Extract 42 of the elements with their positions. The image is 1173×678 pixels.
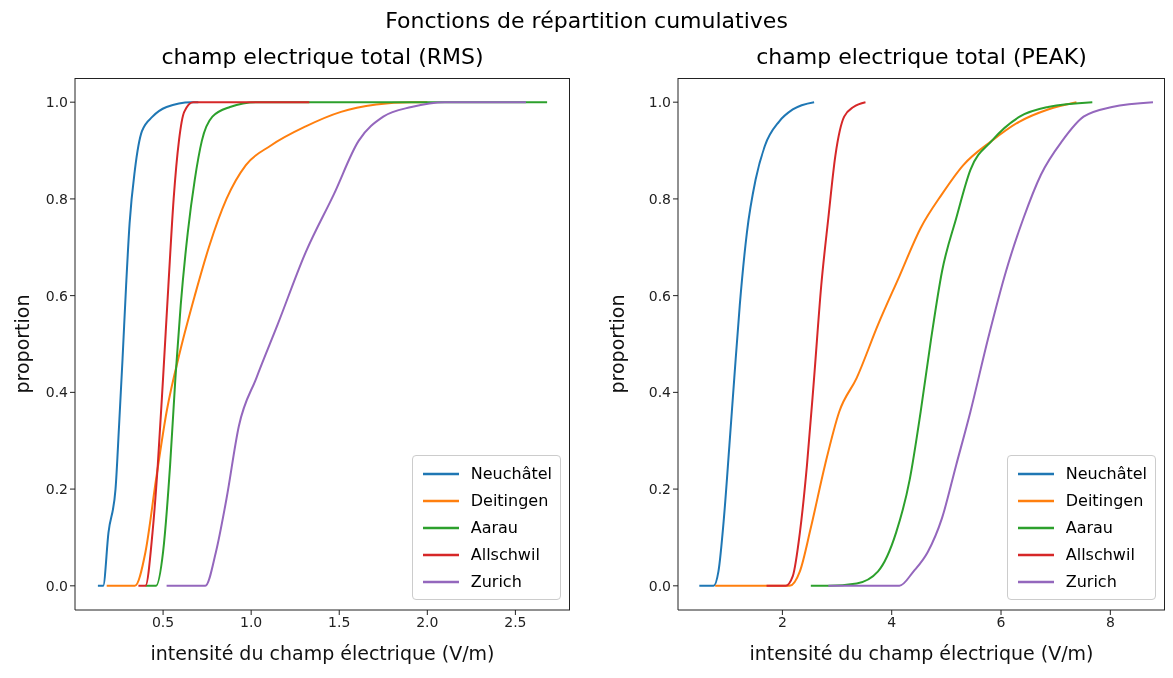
y-tick-label: 0.0 — [648, 577, 671, 594]
legend-label: Allschwil — [1065, 545, 1135, 564]
x-tick-label: 1.5 — [328, 613, 351, 630]
text: Fonctions de répartition cumulatives — [384, 8, 789, 33]
y-axis-title: proportion — [10, 294, 33, 394]
y-axis-title: proportion — [605, 294, 628, 394]
y-tick-label: 0.0 — [45, 577, 68, 594]
line-series — [137, 101, 311, 587]
legend-label: Deitingen — [1065, 491, 1144, 510]
legend-label: Zurich — [1065, 572, 1117, 591]
x-tick-label: 0.5 — [151, 613, 175, 630]
x-axis-title: intensité du champ électrique (V/m) — [150, 642, 495, 664]
y-tick-label: 1.0 — [648, 94, 671, 111]
y-tick-label: 0.8 — [648, 190, 671, 207]
legend-label: Zurich — [470, 572, 522, 591]
y-tick-label: 0.4 — [45, 384, 69, 401]
y-tick-label: 0.2 — [45, 481, 68, 498]
x-tick-label: 4 — [887, 613, 897, 630]
y-tick-label: 0.6 — [648, 287, 672, 304]
line-series — [827, 101, 1154, 587]
y-tick-label: 0.8 — [45, 190, 68, 207]
x-tick-label: 6 — [996, 613, 1006, 630]
x-tick-label: 2 — [777, 613, 787, 630]
x-tick-label: 1.0 — [240, 613, 263, 630]
legend-label: Neuchâtel — [470, 464, 552, 483]
line-series — [698, 101, 816, 587]
line-series — [765, 101, 867, 587]
y-tick-label: 0.2 — [648, 481, 671, 498]
x-tick-label: 2.0 — [416, 613, 439, 630]
chart-title: champ electrique total (PEAK) — [755, 44, 1088, 69]
x-tick-label: 2.5 — [504, 613, 527, 630]
y-tick-label: 0.4 — [648, 384, 672, 401]
legend-label: Neuchâtel — [1065, 464, 1147, 483]
chart-title: champ electrique total (RMS) — [160, 44, 485, 69]
y-tick-label: 0.6 — [45, 287, 69, 304]
x-axis-title: intensité du champ électrique (V/m) — [749, 642, 1094, 664]
y-tick-label: 1.0 — [45, 94, 68, 111]
legend-label: Aarau — [1065, 518, 1114, 537]
legend-label: Aarau — [470, 518, 519, 537]
legend-label: Deitingen — [470, 491, 549, 510]
x-tick-label: 8 — [1105, 613, 1115, 630]
legend-label: Allschwil — [470, 545, 540, 564]
